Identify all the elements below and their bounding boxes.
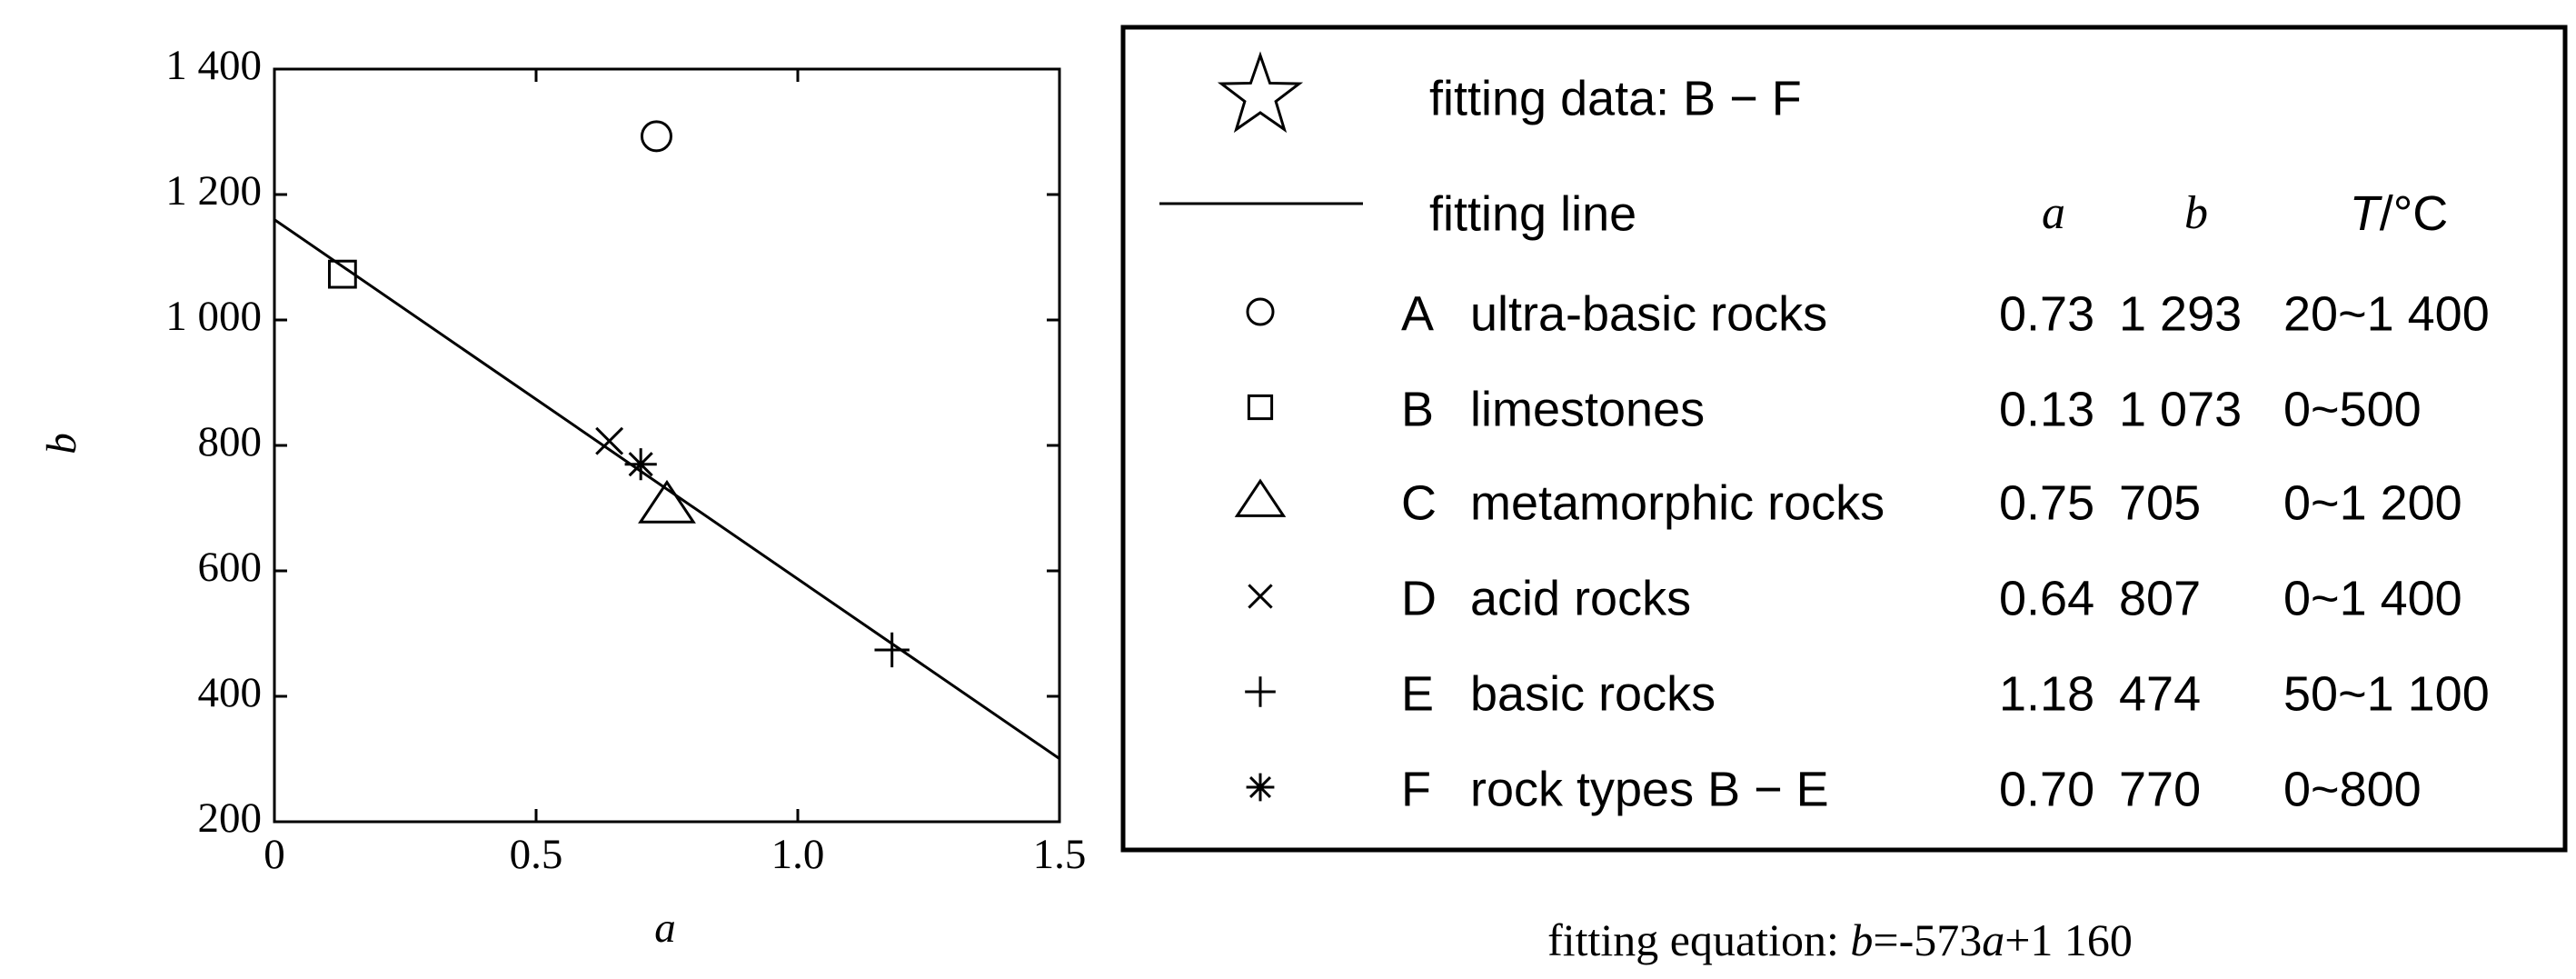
a-value: 0.75 [1999, 475, 2094, 530]
b-value: 770 [2119, 762, 2201, 816]
temperature-range: 0~500 [2283, 382, 2422, 436]
legend-marker [1246, 773, 1275, 802]
caption-part: = [1873, 914, 1898, 965]
fit-line [274, 218, 1060, 760]
caption-part: b [1850, 914, 1873, 965]
data-point [595, 426, 624, 455]
legend-label: ultra-basic rocks [1470, 286, 1827, 341]
caption-part: a [1982, 914, 2004, 965]
a-value: 0.70 [1999, 762, 2094, 816]
legend-letter: A [1401, 286, 1434, 341]
column-header-part: T [2350, 186, 2383, 241]
temperature-range: 0~800 [2283, 762, 2422, 816]
data-point [874, 632, 910, 668]
legend-marker [1248, 584, 1273, 609]
b-value: 705 [2119, 475, 2201, 530]
legend-marker [1245, 676, 1276, 707]
y-tick-label: 400 [198, 669, 263, 716]
plot-frame [273, 67, 1061, 824]
legend-label: fitting data: B − F [1429, 71, 1802, 125]
caption-part: 1 160 [2030, 914, 2133, 965]
legend-marker [1217, 51, 1304, 134]
caption-part: -573 [1899, 914, 1983, 965]
legend-label: rock types B − E [1470, 762, 1829, 816]
data-point [624, 448, 657, 481]
b-value: 1 293 [2119, 286, 2242, 341]
temperature-range: 0~1 400 [2283, 571, 2462, 625]
legend-marker [1246, 297, 1275, 326]
legend-letter: E [1401, 666, 1434, 721]
x-tick-label: 0.5 [510, 831, 563, 878]
legend-box [1120, 25, 2568, 853]
y-tick-label: 1 000 [165, 293, 262, 340]
y-tick-label: 200 [198, 794, 263, 842]
column-header: T/°C [2350, 186, 2449, 241]
legend-marker [1234, 478, 1287, 517]
legend-label: acid rocks [1470, 571, 1691, 625]
caption-part: fitting equation: [1547, 914, 1850, 965]
data-point [638, 479, 696, 524]
caption-part: + [2004, 914, 2030, 965]
y-tick-label: 800 [198, 418, 263, 465]
y-tick-label: 600 [198, 544, 263, 591]
legend-letter: C [1401, 475, 1437, 530]
b-value: 1 073 [2119, 382, 2242, 436]
legend-label: metamorphic rocks [1470, 475, 1885, 530]
x-tick-label: 1.5 [1033, 831, 1087, 878]
legend-label: fitting line [1429, 186, 1636, 241]
legend-letter: D [1401, 571, 1437, 625]
x-tick-label: 0 [264, 831, 285, 878]
temperature-range: 50~1 100 [2283, 666, 2490, 721]
b-value: 474 [2119, 666, 2201, 721]
a-value: 0.64 [1999, 571, 2094, 625]
legend-letter: F [1401, 762, 1431, 816]
x-tick-label: 1.0 [771, 831, 825, 878]
y-tick-label: 1 400 [165, 42, 262, 89]
a-value: 0.13 [1999, 382, 2094, 436]
legend-marker [1247, 394, 1274, 421]
data-point [640, 120, 672, 153]
b-value: 807 [2119, 571, 2201, 625]
column-header-part: /°C [2380, 186, 2449, 241]
x-axis-label: a [654, 904, 676, 952]
y-axis-label: b [38, 433, 85, 455]
legend-letter: B [1401, 382, 1434, 436]
temperature-range: 20~1 400 [2283, 286, 2490, 341]
y-tick-label: 1 200 [165, 167, 262, 215]
column-header: a [2042, 187, 2065, 239]
column-header: b [2184, 187, 2208, 239]
legend-label: basic rocks [1470, 666, 1716, 721]
legend-label: limestones [1470, 382, 1705, 436]
temperature-range: 0~1 200 [2283, 475, 2462, 530]
data-point [327, 259, 357, 289]
fit-caption: fitting equation: b=-573a+1 160 [1547, 914, 2133, 965]
a-value: 1.18 [1999, 666, 2094, 721]
a-value: 0.73 [1999, 286, 2094, 341]
